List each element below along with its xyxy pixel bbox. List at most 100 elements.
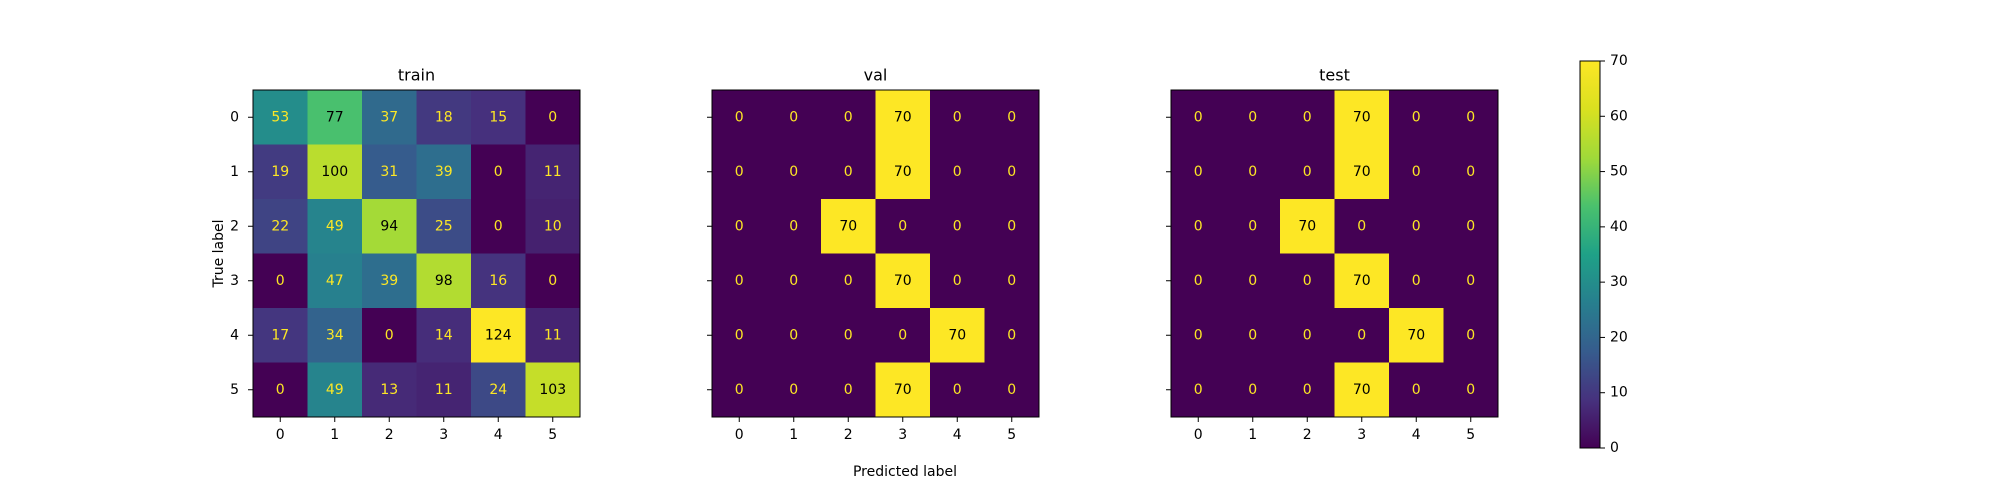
cell-value-label: 0 bbox=[1466, 327, 1475, 343]
matrix-cell bbox=[930, 308, 985, 363]
cell-value-label: 0 bbox=[1248, 109, 1257, 125]
cell-value-label: 70 bbox=[894, 382, 912, 398]
matrix-cell bbox=[1443, 144, 1499, 200]
matrix-cell bbox=[1225, 362, 1281, 418]
matrix-cell bbox=[362, 308, 417, 363]
cell-value-label: 0 bbox=[735, 273, 744, 289]
matrix-cell bbox=[821, 144, 876, 200]
matrix-cell bbox=[253, 362, 308, 418]
matrix-cell bbox=[1280, 199, 1335, 254]
cell-value-label: 11 bbox=[435, 382, 453, 398]
cell-value-label: 0 bbox=[1194, 109, 1203, 125]
cell-value-label: 0 bbox=[1248, 382, 1257, 398]
cell-value-label: 103 bbox=[539, 382, 566, 398]
matrix-cell bbox=[821, 90, 876, 145]
matrix-frame bbox=[252, 89, 581, 418]
matrix-cell bbox=[1443, 90, 1499, 145]
cell-value-label: 94 bbox=[380, 218, 398, 234]
cell-value-label: 0 bbox=[1248, 273, 1257, 289]
cell-value-label: 49 bbox=[326, 382, 344, 398]
matrix-cell bbox=[875, 362, 931, 418]
cell-value-label: 70 bbox=[1353, 382, 1371, 398]
cell-value-label: 0 bbox=[844, 164, 853, 180]
matrix-cell bbox=[712, 199, 767, 254]
x-tick-label: 5 bbox=[1466, 427, 1475, 443]
cell-value-label: 47 bbox=[326, 273, 344, 289]
matrix-cell bbox=[984, 253, 1040, 309]
matrix-cell bbox=[1389, 308, 1444, 363]
cell-value-label: 0 bbox=[735, 164, 744, 180]
cell-value-label: 0 bbox=[1194, 273, 1203, 289]
matrix-cell bbox=[1334, 144, 1390, 200]
y-axis-label: True label bbox=[211, 219, 227, 288]
y-tick-label: 5 bbox=[230, 382, 239, 398]
matrix-cell bbox=[712, 308, 767, 363]
matrix-cell bbox=[1171, 253, 1226, 309]
matrix-cell bbox=[253, 253, 308, 309]
matrix-cell bbox=[712, 90, 767, 145]
cell-value-label: 0 bbox=[844, 327, 853, 343]
matrix-cell bbox=[766, 90, 822, 145]
matrix-cell bbox=[471, 362, 526, 418]
cell-value-label: 0 bbox=[548, 273, 557, 289]
cell-value-label: 0 bbox=[1303, 109, 1312, 125]
cell-value-label: 70 bbox=[948, 327, 966, 343]
cell-value-label: 49 bbox=[326, 218, 344, 234]
cell-value-label: 0 bbox=[276, 382, 285, 398]
cell-value-label: 15 bbox=[489, 109, 507, 125]
matrix-frame bbox=[711, 89, 1040, 418]
x-tick-label: 2 bbox=[385, 427, 394, 443]
cell-value-label: 0 bbox=[385, 327, 394, 343]
matrix-cell bbox=[1171, 90, 1226, 145]
cell-value-label: 24 bbox=[489, 382, 507, 398]
matrix-cell bbox=[984, 90, 1040, 145]
x-tick-label: 1 bbox=[330, 427, 339, 443]
cell-value-label: 22 bbox=[271, 218, 289, 234]
cell-value-label: 0 bbox=[789, 164, 798, 180]
x-tick-label: 1 bbox=[1248, 427, 1257, 443]
matrix-cell bbox=[525, 199, 581, 254]
matrix-cell bbox=[930, 362, 985, 418]
x-tick-label: 2 bbox=[844, 427, 853, 443]
matrix-cell bbox=[1171, 308, 1226, 363]
cell-value-label: 0 bbox=[1007, 382, 1016, 398]
matrix-cell bbox=[766, 144, 822, 200]
matrix-cell bbox=[307, 362, 363, 418]
cell-value-label: 39 bbox=[435, 164, 453, 180]
matrix-cell bbox=[471, 144, 526, 200]
matrix-cell bbox=[253, 308, 308, 363]
matrix-cell bbox=[416, 308, 472, 363]
cell-value-label: 13 bbox=[380, 382, 398, 398]
cell-value-label: 0 bbox=[898, 218, 907, 234]
cell-value-label: 70 bbox=[1353, 164, 1371, 180]
colorbar-gradient bbox=[1580, 61, 1600, 448]
cell-value-label: 0 bbox=[1412, 382, 1421, 398]
cell-value-label: 0 bbox=[1357, 327, 1366, 343]
matrix-cell bbox=[1443, 308, 1499, 363]
cell-value-label: 34 bbox=[326, 327, 344, 343]
x-tick-label: 0 bbox=[735, 427, 744, 443]
matrix-cell bbox=[1443, 362, 1499, 418]
cell-value-label: 0 bbox=[276, 273, 285, 289]
x-tick-label: 5 bbox=[548, 427, 557, 443]
matrix-cell bbox=[416, 90, 472, 145]
matrix-cell bbox=[1171, 362, 1226, 418]
matrix-cell bbox=[1334, 90, 1390, 145]
matrix-cell bbox=[712, 253, 767, 309]
cell-value-label: 37 bbox=[380, 109, 398, 125]
matrix-cell bbox=[1389, 144, 1444, 200]
cell-value-label: 0 bbox=[1248, 327, 1257, 343]
cell-value-label: 70 bbox=[839, 218, 857, 234]
matrix-cell bbox=[471, 308, 526, 363]
x-tick-label: 3 bbox=[439, 427, 448, 443]
cell-value-label: 0 bbox=[1007, 164, 1016, 180]
matrix-cell bbox=[1225, 199, 1281, 254]
cell-value-label: 0 bbox=[1194, 164, 1203, 180]
matrix-cell bbox=[525, 90, 581, 145]
matrix-cell bbox=[984, 308, 1040, 363]
colorbar-tick-label: 50 bbox=[1610, 164, 1628, 180]
matrix-cell bbox=[984, 144, 1040, 200]
colorbar: 0 10 20 30 40 50 60 70 bbox=[1579, 53, 1628, 456]
y-tick-label: 1 bbox=[230, 164, 239, 180]
